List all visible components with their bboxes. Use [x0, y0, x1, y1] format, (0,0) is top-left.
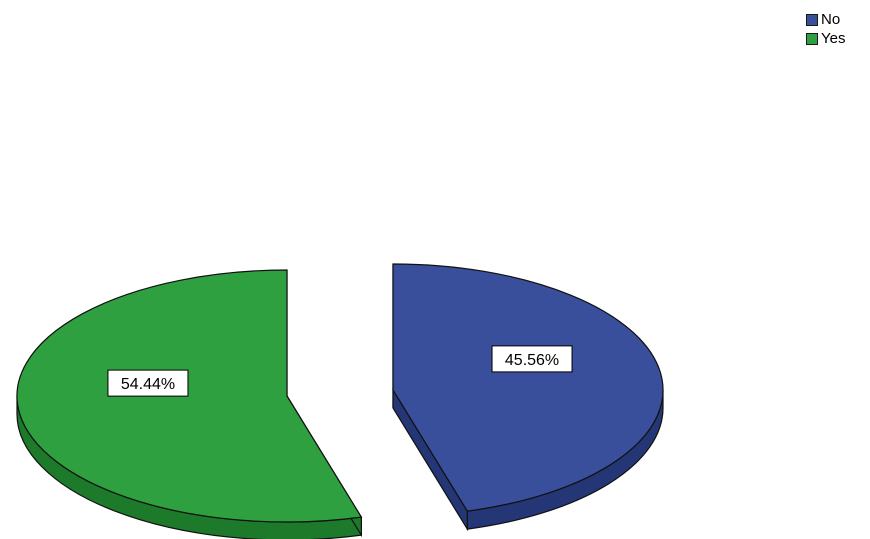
- data-label-group-yes: 54.44%: [107, 369, 189, 397]
- legend-swatch-yes: [806, 32, 818, 45]
- legend-swatch-no: [806, 13, 818, 26]
- data-label-group-no: 45.56%: [491, 345, 573, 373]
- data-label-yes: 54.44%: [121, 376, 175, 393]
- legend-label-no: No: [821, 11, 841, 28]
- data-label-no: 45.56%: [505, 352, 559, 369]
- pie-slice-yes: [16, 269, 363, 523]
- pie-slice-group-no: 45.56%: [392, 263, 664, 532]
- legend: No Yes: [806, 10, 845, 48]
- pie-slice-no: [392, 263, 664, 512]
- data-label-box-no: [491, 345, 573, 373]
- legend-item-yes: Yes: [806, 29, 845, 48]
- legend-item-no: No: [806, 10, 845, 29]
- legend-label-yes: Yes: [821, 30, 846, 47]
- pie-slice-group-yes: 54.44%: [16, 269, 363, 539]
- data-label-box-yes: [107, 369, 189, 397]
